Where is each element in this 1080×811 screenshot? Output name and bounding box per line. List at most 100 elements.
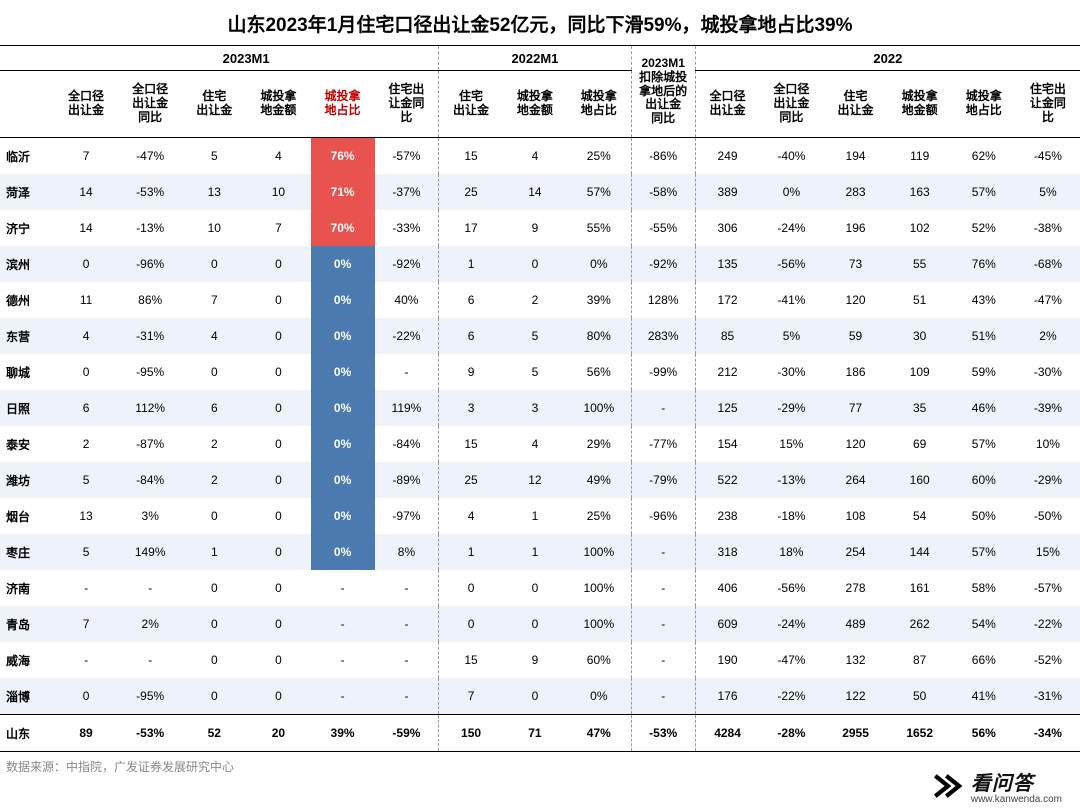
data-cell: 57%: [952, 426, 1016, 462]
data-cell: 283: [824, 174, 888, 210]
row-name: 济宁: [0, 210, 54, 246]
row-name: 济南: [0, 570, 54, 606]
table-row: 潍坊5-84%200%-89%251249%-79%522-13%2641606…: [0, 462, 1080, 498]
data-cell: 50: [888, 678, 952, 715]
period-header-row: 2023M12022M12023M1 扣除城投 拿地后的 出让金 同比2022: [0, 46, 1080, 71]
data-cell: 2%: [1016, 318, 1080, 354]
data-cell: -: [311, 678, 375, 715]
data-cell: 132: [824, 642, 888, 678]
data-cell: -: [311, 570, 375, 606]
data-cell: 39%: [311, 715, 375, 752]
chart-title: 山东2023年1月住宅口径出让金52亿元，同比下滑59%，城投拿地占比39%: [0, 0, 1080, 45]
column-header: 城投拿 地占比: [311, 71, 375, 138]
data-cell: 522: [695, 462, 759, 498]
data-cell: 278: [824, 570, 888, 606]
data-cell: -: [631, 570, 695, 606]
table-row: 聊城0-95%000%-9556%-99%212-30%18610959%-30…: [0, 354, 1080, 390]
table-row: 淄博0-95%00--700%-176-22%1225041%-31%: [0, 678, 1080, 715]
data-cell: 4: [182, 318, 246, 354]
data-cell: 4: [503, 426, 567, 462]
data-cell: -31%: [1016, 678, 1080, 715]
data-cell: -53%: [118, 715, 182, 752]
data-cell: 15%: [1016, 534, 1080, 570]
column-header: 住宅 出让金: [824, 71, 888, 138]
data-cell: -: [118, 642, 182, 678]
column-header: 城投拿 地金额: [503, 71, 567, 138]
data-cell: 120: [824, 426, 888, 462]
data-cell: -53%: [631, 715, 695, 752]
data-cell: -29%: [759, 390, 823, 426]
column-header: 全口径 出让金: [54, 71, 118, 138]
table-row: 泰安2-87%200%-84%15429%-77%15415%1206957%1…: [0, 426, 1080, 462]
table-row: 德州1186%700%40%6239%128%172-41%1205143%-4…: [0, 282, 1080, 318]
data-cell: -55%: [631, 210, 695, 246]
data-cell: 0: [246, 498, 310, 534]
data-cell: -47%: [118, 138, 182, 175]
data-cell: -59%: [375, 715, 439, 752]
data-cell: 46%: [952, 390, 1016, 426]
data-cell: 4: [439, 498, 503, 534]
data-cell: 4: [54, 318, 118, 354]
data-cell: 112%: [118, 390, 182, 426]
data-cell: -24%: [759, 210, 823, 246]
data-cell: 7: [54, 138, 118, 175]
data-cell: -57%: [375, 138, 439, 175]
row-name: 日照: [0, 390, 54, 426]
data-cell: -: [311, 606, 375, 642]
data-cell: 11: [54, 282, 118, 318]
data-cell: 128%: [631, 282, 695, 318]
data-cell: 89: [54, 715, 118, 752]
data-cell: 3%: [118, 498, 182, 534]
data-cell: 0: [182, 606, 246, 642]
data-cell: -68%: [1016, 246, 1080, 282]
row-name: 临沂: [0, 138, 54, 175]
data-cell: 190: [695, 642, 759, 678]
data-cell: 35: [888, 390, 952, 426]
data-cell: 0: [246, 390, 310, 426]
data-cell: 0: [246, 282, 310, 318]
data-cell: -22%: [1016, 606, 1080, 642]
data-cell: 70%: [311, 210, 375, 246]
data-cell: 119%: [375, 390, 439, 426]
period-header: 2023M1 扣除城投 拿地后的 出让金 同比: [631, 46, 695, 138]
data-cell: 0: [54, 678, 118, 715]
row-name: 枣庄: [0, 534, 54, 570]
column-header: 全口径 出让金 同比: [118, 71, 182, 138]
data-cell: 10: [182, 210, 246, 246]
data-cell: 15: [439, 138, 503, 175]
data-cell: 69: [888, 426, 952, 462]
data-cell: 2: [54, 426, 118, 462]
data-cell: -84%: [118, 462, 182, 498]
data-cell: -31%: [118, 318, 182, 354]
data-cell: -: [375, 642, 439, 678]
data-cell: 13: [54, 498, 118, 534]
data-cell: 0: [503, 678, 567, 715]
data-cell: 3: [503, 390, 567, 426]
table-row: 济宁14-13%10770%-33%17955%-55%306-24%19610…: [0, 210, 1080, 246]
data-cell: 0: [246, 570, 310, 606]
data-cell: -56%: [759, 570, 823, 606]
data-cell: 18%: [759, 534, 823, 570]
column-header: 住宅出 让金同 比: [375, 71, 439, 138]
data-cell: 0%: [567, 246, 631, 282]
data-cell: 60%: [567, 642, 631, 678]
data-cell: 39%: [567, 282, 631, 318]
table-row: 东营4-31%400%-22%6580%283%855%593051%2%: [0, 318, 1080, 354]
data-cell: 1: [439, 534, 503, 570]
data-cell: 5%: [759, 318, 823, 354]
data-cell: 40%: [375, 282, 439, 318]
data-cell: -96%: [118, 246, 182, 282]
data-cell: 172: [695, 282, 759, 318]
data-cell: 0%: [311, 498, 375, 534]
data-cell: 0: [182, 642, 246, 678]
data-cell: 57%: [567, 174, 631, 210]
data-cell: 0: [503, 606, 567, 642]
data-cell: 2: [182, 462, 246, 498]
table-row: 菏泽14-53%131071%-37%251457%-58%3890%28316…: [0, 174, 1080, 210]
data-cell: -13%: [118, 210, 182, 246]
data-cell: 13: [182, 174, 246, 210]
period-header: 2023M1: [54, 46, 439, 71]
data-cell: 160: [888, 462, 952, 498]
data-cell: 0: [246, 462, 310, 498]
data-cell: 7: [182, 282, 246, 318]
